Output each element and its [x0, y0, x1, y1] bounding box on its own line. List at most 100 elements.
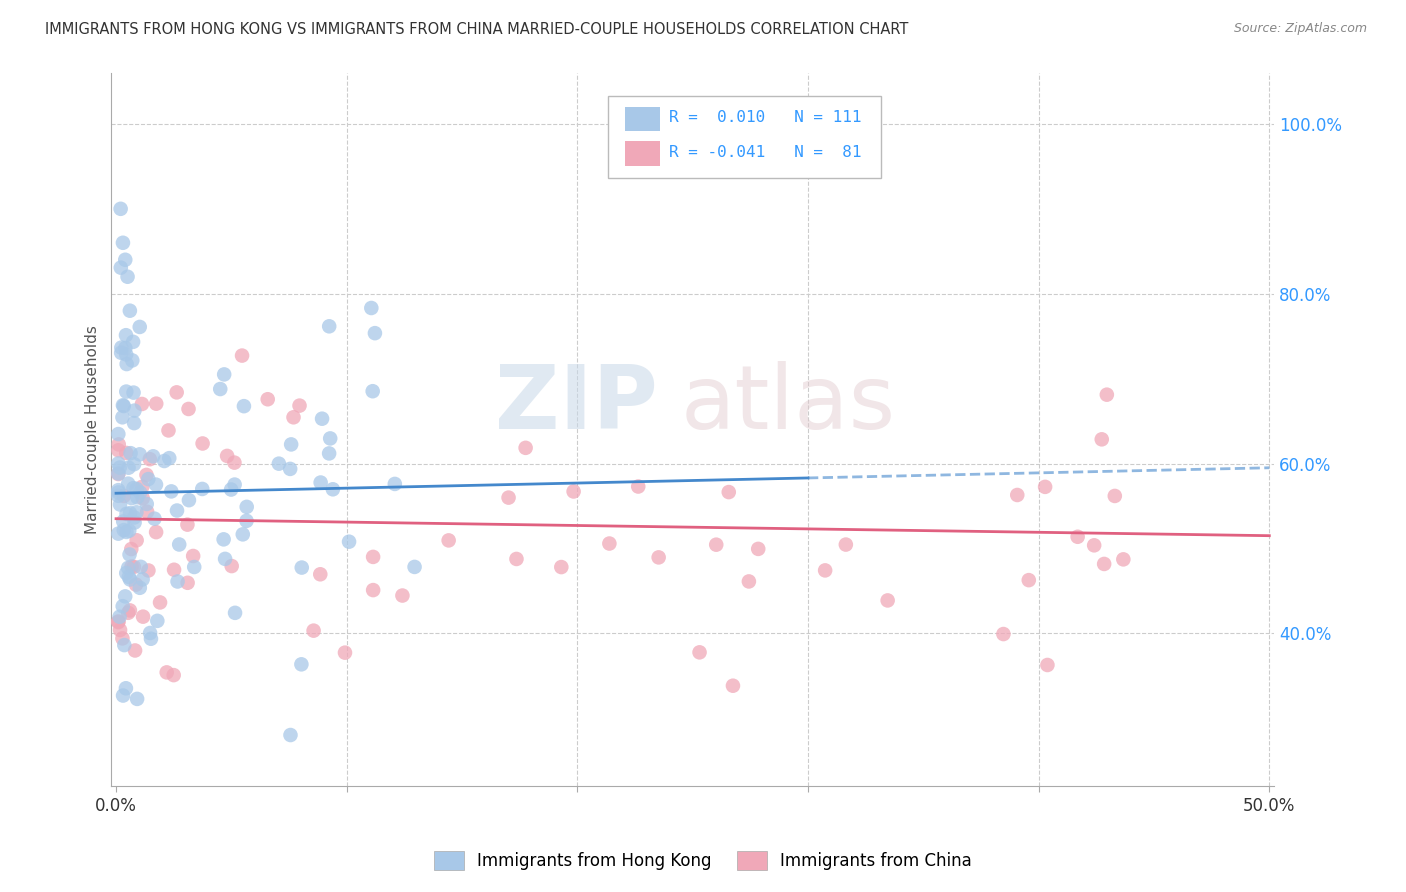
Point [232, 527, 254, 541]
Point [384, 477, 406, 491]
Text: atlas: atlas [681, 361, 896, 448]
Point [437, 533, 460, 548]
Point [235, 500, 257, 514]
Point [122, 416, 145, 430]
Point [112, 489, 135, 503]
Point [322, 483, 344, 497]
Point [127, 692, 149, 706]
Point [280, 437, 302, 451]
Point [167, 537, 190, 551]
Point [131, 397, 153, 411]
Point [177, 493, 200, 508]
Point [111, 632, 134, 646]
Point [166, 574, 188, 589]
Point [291, 560, 314, 574]
Point [139, 452, 162, 467]
Bar [626, 107, 661, 131]
Point [118, 506, 141, 520]
Point [112, 515, 135, 529]
Point [124, 643, 146, 657]
Point [404, 560, 426, 574]
Point [122, 385, 145, 400]
Point [117, 460, 139, 475]
Point [121, 559, 143, 574]
Point [278, 462, 301, 476]
Point [138, 564, 160, 578]
Point [118, 303, 141, 318]
Point [217, 449, 239, 463]
Point [122, 481, 145, 495]
Point [212, 368, 235, 382]
Point [107, 526, 129, 541]
Point [280, 728, 302, 742]
Point [160, 484, 183, 499]
Point [124, 403, 146, 417]
Point [135, 497, 157, 511]
Point [125, 533, 148, 548]
Point [283, 410, 305, 425]
Point [221, 559, 243, 574]
Point [108, 609, 131, 624]
Point [117, 476, 139, 491]
Point [135, 467, 157, 482]
Point [224, 606, 246, 620]
Point [224, 477, 246, 491]
Point [112, 399, 135, 413]
Point [157, 424, 180, 438]
Point [290, 657, 312, 672]
Point [149, 595, 172, 609]
Point [153, 454, 176, 468]
Text: R =  0.010   N = 111: R = 0.010 N = 111 [669, 111, 862, 126]
Text: R = -0.041   N =  81: R = -0.041 N = 81 [669, 145, 862, 160]
Point [121, 353, 143, 368]
Point [131, 480, 153, 494]
Point [111, 599, 134, 614]
Point [114, 590, 136, 604]
Point [1092, 557, 1115, 571]
Point [689, 645, 711, 659]
Point [219, 483, 242, 497]
Point [115, 328, 138, 343]
Point [111, 410, 134, 425]
Point [112, 638, 135, 652]
Point [114, 341, 136, 355]
Point [814, 563, 837, 577]
Point [107, 485, 129, 500]
Point [122, 457, 145, 471]
Point [333, 646, 356, 660]
Point [1066, 530, 1088, 544]
Point [232, 399, 254, 413]
Point [1007, 488, 1029, 502]
Point [163, 668, 186, 682]
Point [391, 589, 413, 603]
Point [117, 606, 139, 620]
Point [1091, 433, 1114, 447]
Point [360, 301, 382, 315]
Point [110, 341, 132, 355]
Point [191, 436, 214, 450]
Text: ZIP: ZIP [495, 361, 658, 448]
Point [111, 235, 134, 250]
Point [108, 623, 131, 637]
Point [143, 511, 166, 525]
Point [118, 573, 141, 587]
Point [136, 505, 159, 519]
Point [115, 681, 138, 696]
Point [142, 450, 165, 464]
Point [993, 627, 1015, 641]
Point [110, 202, 132, 216]
Point [128, 447, 150, 461]
Point [835, 538, 858, 552]
Point [176, 517, 198, 532]
Point [598, 536, 620, 550]
Point [112, 689, 135, 703]
Point [256, 392, 278, 407]
Point [498, 491, 520, 505]
Point [1104, 489, 1126, 503]
Point [156, 665, 179, 680]
Point [1112, 552, 1135, 566]
Point [122, 510, 145, 524]
Point [562, 484, 585, 499]
Point [214, 552, 236, 566]
Point [121, 491, 143, 505]
